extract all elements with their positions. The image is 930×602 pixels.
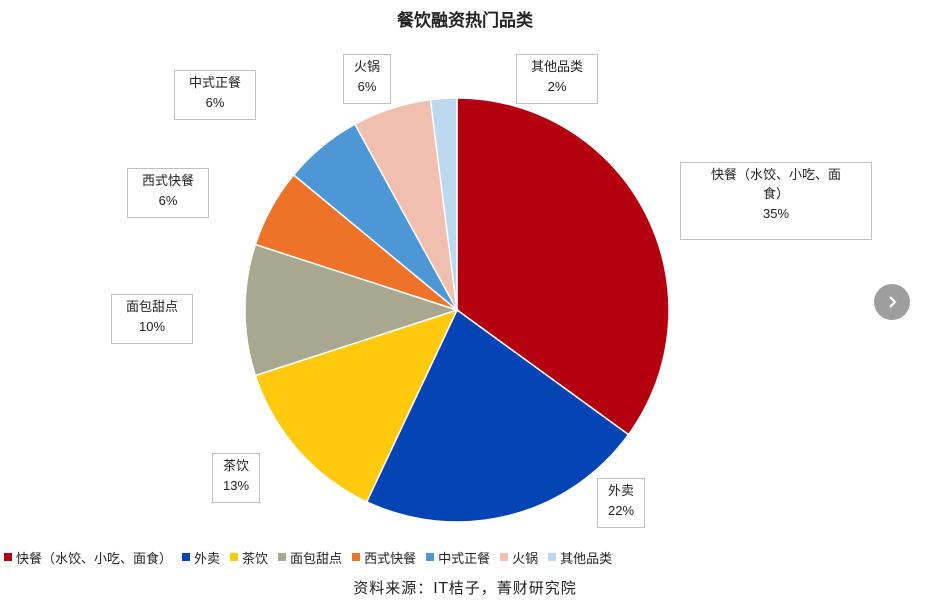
legend-label: 面包甜点 [290, 551, 343, 567]
pie-slice [254, 308, 459, 503]
data-label-value: 22% [607, 503, 635, 518]
legend-label: 火锅 [512, 551, 539, 567]
data-label-value: 13% [222, 478, 250, 493]
data-label: 茶饮 13% [212, 453, 260, 503]
pie-slices [244, 97, 670, 523]
legend-item: 西式快餐 [352, 548, 416, 567]
legend-label: 中式正餐 [438, 551, 491, 567]
data-label: 快餐（水饺、小吃、面 食） 35% [680, 162, 872, 240]
data-label-value: 2% [547, 79, 567, 94]
legend-item: 面包甜点 [278, 548, 342, 567]
legend-item: 快餐（水饺、小吃、面食） [4, 548, 172, 567]
pie-slice [429, 97, 458, 311]
data-label-category: 中式正餐 [188, 76, 241, 91]
pie-slice [456, 97, 670, 436]
chevron-right-icon [889, 296, 897, 308]
data-label-category: 茶饮 [222, 459, 249, 474]
data-label-category: 西式快餐 [141, 174, 194, 189]
legend-swatch [4, 553, 12, 561]
legend: 快餐（水饺、小吃、面食） 外卖 茶饮 面包甜点 西式快餐 中式正餐 火锅 其他品类 [4, 546, 930, 568]
legend-item: 外卖 [182, 548, 220, 567]
data-label-value: 35% [762, 206, 790, 221]
next-button[interactable] [874, 284, 910, 320]
data-label-category: 面包甜点 [125, 300, 178, 315]
data-label-category: 外卖 [607, 484, 634, 499]
legend-swatch [352, 553, 361, 561]
legend-label: 茶饮 [242, 551, 269, 567]
data-label: 西式快餐 6% [127, 168, 209, 218]
legend-item: 其他品类 [548, 548, 612, 567]
data-label-category: 食） [762, 187, 789, 202]
chart-title: 餐饮融资热门品类 [397, 11, 533, 31]
legend-swatch [278, 553, 287, 561]
pie-slice [244, 243, 460, 377]
data-label-value: 6% [357, 79, 377, 94]
legend-label: 快餐（水饺、小吃、面食） [16, 551, 173, 567]
data-label: 其他品类 2% [516, 54, 598, 104]
source-note: 资料来源：IT桔子，菁财研究院 [353, 579, 577, 597]
data-label-value: 10% [138, 319, 166, 334]
data-label: 火锅 6% [343, 54, 391, 104]
data-label-value: 6% [158, 193, 178, 208]
data-label: 外卖 22% [597, 478, 645, 528]
data-label-category: 快餐（水饺、小吃、面 [710, 168, 841, 183]
data-label-category: 其他品类 [530, 60, 583, 75]
legend-swatch [500, 553, 509, 561]
legend-swatch [182, 553, 191, 561]
legend-label: 外卖 [194, 551, 221, 567]
legend-swatch [230, 553, 239, 561]
legend-item: 中式正餐 [426, 548, 490, 567]
legend-item: 茶饮 [230, 548, 268, 567]
data-label: 中式正餐 6% [174, 70, 256, 120]
legend-label: 西式快餐 [364, 551, 417, 567]
legend-swatch [548, 553, 557, 561]
legend-label: 其他品类 [560, 551, 613, 567]
legend-item: 火锅 [500, 548, 538, 567]
data-label-value: 6% [205, 95, 225, 110]
data-label-category: 火锅 [353, 60, 380, 75]
legend-swatch [426, 553, 435, 561]
data-label: 面包甜点 10% [111, 294, 193, 344]
